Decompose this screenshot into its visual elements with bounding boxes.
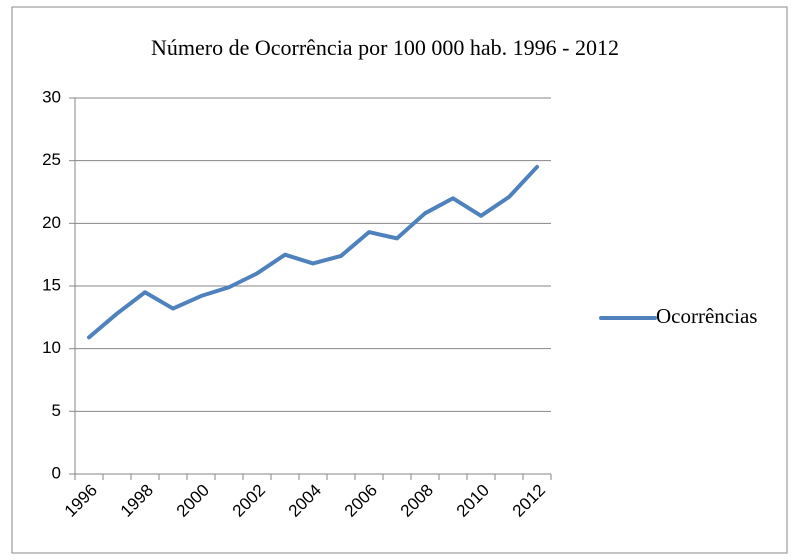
y-tick-label: 15 [42,275,61,294]
y-tick-label: 25 [42,150,61,169]
legend-label: Ocorrências [656,304,757,328]
chart-title: Número de Ocorrência por 100 000 hab. 19… [151,35,619,60]
y-tick-label: 10 [42,338,61,357]
y-tick-label: 5 [52,401,61,420]
chart-border [11,6,788,554]
data-line [87,164,539,340]
y-tick-label: 20 [42,213,61,232]
y-tick-label: 30 [42,87,61,106]
y-tick-label: 0 [52,463,61,482]
